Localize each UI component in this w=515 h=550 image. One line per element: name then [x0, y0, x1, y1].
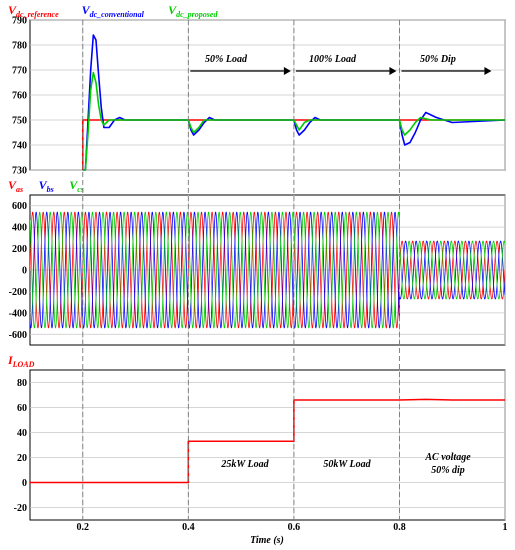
y-tick-label: 740 [12, 141, 27, 152]
y-tick-label: 750 [12, 116, 27, 127]
legend-entry-0: ILOAD [7, 353, 35, 369]
legend-entry-2: Vcs [69, 178, 84, 194]
series-line-vdc_proposed [82, 71, 505, 171]
ac-voltage-y-ticks: -600 -400 -200 0 200 400 600 [9, 201, 27, 341]
y-tick-label: 80 [17, 378, 27, 389]
y-tick-label: -200 [9, 287, 27, 298]
load-current-legend: ILOAD [7, 353, 35, 369]
series-line-vas [30, 211, 505, 329]
y-tick-label: 0 [22, 478, 27, 489]
event-vertical-lines [82, 20, 400, 520]
annotation-50kw-load: 50kW Load [323, 459, 371, 470]
ac-voltage-lines [30, 211, 505, 329]
series-line-vcs [30, 211, 505, 329]
dc-voltage-legend: Vdc_reference Vdc_conventional Vdc_propose… [8, 3, 218, 19]
annotation-ac-voltage: AC voltage [424, 452, 471, 463]
ac-voltage-legend: Vas Vbs Vcs [8, 178, 84, 194]
y-tick-label: 0 [22, 266, 27, 277]
y-tick-label: 790 [12, 16, 27, 27]
y-tick-label: 20 [17, 453, 27, 464]
x-tick-label: 0.2 [77, 522, 90, 533]
y-tick-label: 400 [12, 223, 27, 234]
y-tick-label: 760 [12, 91, 27, 102]
annotation-50-load: 50% Load [205, 54, 248, 65]
y-tick-label: 200 [12, 244, 27, 255]
y-tick-label: -20 [14, 503, 27, 514]
event-arrow-head [389, 67, 397, 75]
annotation-50-dip: 50% Dip [420, 54, 456, 65]
event-arrow-head [484, 67, 492, 75]
load-current-annotations: 25kW Load 50kW Load AC voltage 50% dip [220, 452, 471, 476]
dc-voltage-y-ticks: 730 740 750 760 770 780 790 [12, 16, 27, 177]
y-tick-label: -600 [9, 330, 27, 341]
legend-entry-1: Vbs [39, 178, 54, 194]
event-arrow-head [283, 67, 291, 75]
x-tick-label: 0.4 [182, 522, 195, 533]
y-tick-label: -400 [9, 308, 27, 319]
y-tick-label: 780 [12, 41, 27, 52]
legend-entry-0: Vas [8, 178, 23, 194]
annotation-50-dip-2: 50% dip [431, 465, 465, 476]
dc-voltage-grid [30, 19, 506, 171]
x-tick-label: 1 [503, 522, 508, 533]
x-tick-label: 0.6 [288, 522, 301, 533]
load-current-y-ticks: -20 0 20 40 60 80 [14, 378, 27, 514]
y-tick-label: 60 [17, 403, 27, 414]
legend-entry-2: Vdc_proposed [168, 3, 218, 19]
dc-voltage-annotations: 50% Load 100% Load 50% Dip [190, 54, 492, 75]
y-tick-label: 40 [17, 428, 27, 439]
series-line-vbs [30, 211, 505, 329]
annotation-100-load: 100% Load [309, 54, 357, 65]
y-tick-label: 730 [12, 166, 27, 177]
legend-entry-0: Vdc_reference [8, 3, 59, 19]
load-current-panel: -20 0 20 40 60 80 ILOAD 25kW Load 50kW Load A… [7, 353, 506, 521]
x-tick-label: 0.8 [393, 522, 406, 533]
x-axis-ticks: 0.2 0.4 0.6 0.8 1 [77, 522, 508, 533]
x-axis-label: Time (s) [250, 535, 284, 546]
y-tick-label: 600 [12, 201, 27, 212]
legend-entry-1: Vdc_conventional [82, 3, 145, 19]
annotation-25kw-load: 25kW Load [220, 459, 269, 470]
load-current-grid [30, 370, 506, 520]
load-current-plot-frame [29, 369, 506, 521]
y-tick-label: 770 [12, 66, 27, 77]
